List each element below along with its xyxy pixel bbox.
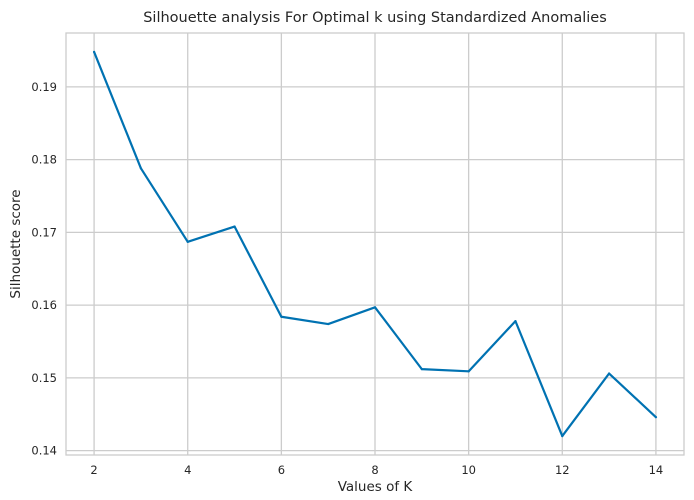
data-point — [561, 434, 564, 438]
data-point — [420, 368, 423, 371]
grid — [66, 33, 684, 455]
y-tick-label: 0.18 — [31, 153, 57, 167]
x-axis-label: Values of K — [338, 479, 414, 495]
data-point — [654, 416, 658, 419]
x-tick-label: 12 — [555, 463, 570, 477]
y-axis-label: Silhouette score — [8, 189, 24, 298]
data-point — [514, 320, 517, 323]
data-point — [186, 240, 189, 243]
data-point — [233, 225, 236, 228]
y-tick-label: 0.16 — [31, 298, 57, 312]
data-point — [373, 306, 377, 309]
x-tick-label: 6 — [278, 463, 285, 477]
x-tick-labels: 2 4 6 8 10 12 14 — [90, 463, 663, 477]
series-layer — [92, 50, 658, 438]
x-tick-label: 10 — [461, 463, 476, 477]
y-tick-label: 0.15 — [31, 371, 57, 385]
data-point — [327, 322, 330, 326]
x-tick-label: 2 — [90, 463, 97, 477]
data-point — [139, 167, 143, 170]
y-tick-label: 0.19 — [31, 80, 57, 94]
data-point — [280, 315, 283, 318]
data-point — [607, 372, 611, 375]
x-tick-label: 14 — [649, 463, 664, 477]
data-point — [467, 370, 470, 373]
y-tick-labels: 0.14 0.15 0.16 0.17 0.18 0.19 — [31, 80, 57, 458]
data-point — [92, 50, 96, 54]
x-tick-label: 4 — [184, 463, 191, 477]
y-tick-label: 0.14 — [31, 444, 57, 458]
chart-title: Silhouette analysis For Optimal k using … — [143, 10, 607, 26]
plot-frame — [65, 32, 685, 456]
y-tick-label: 0.17 — [31, 225, 57, 239]
x-tick-label: 8 — [371, 463, 378, 477]
